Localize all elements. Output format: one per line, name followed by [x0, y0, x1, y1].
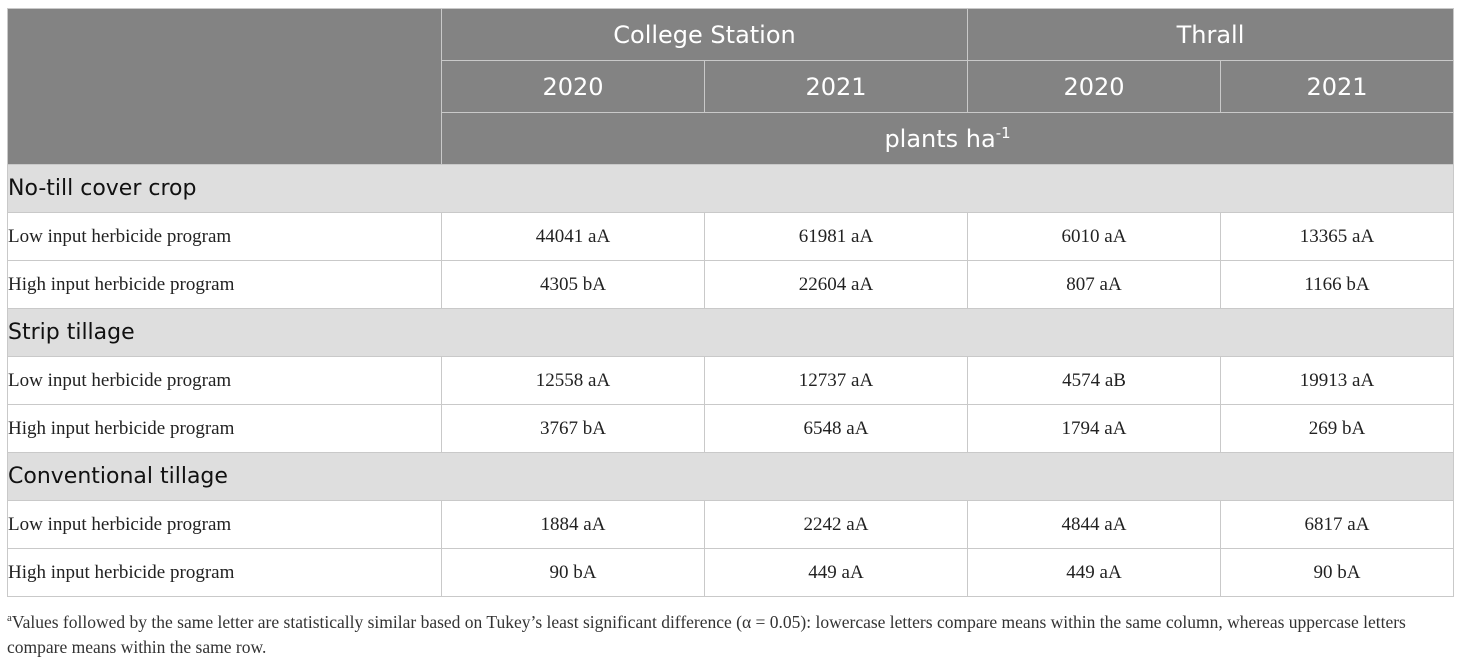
table-cell: 3767 bA	[441, 404, 705, 453]
table-cell: 22604 aA	[704, 260, 968, 309]
table-cell: 269 bA	[1220, 404, 1454, 453]
table-cell: 90 bA	[441, 548, 705, 597]
table-cell: 13365 aA	[1220, 212, 1454, 261]
header-corner	[7, 8, 442, 165]
table-cell: 807 aA	[967, 260, 1221, 309]
header-row-years: 2020 2021 2020 2021	[8, 60, 1454, 113]
unit-base: plants ha	[884, 124, 996, 153]
row-label: High input herbicide program	[7, 404, 442, 453]
footnote-text: Values followed by the same letter are s…	[7, 612, 1406, 657]
table-cell: 12737 aA	[704, 356, 968, 405]
table-row: High input herbicide program 4305 bA 22604…	[7, 260, 1454, 309]
row-label: High input herbicide program	[7, 548, 442, 597]
header-row-locations: College Station Thrall	[7, 8, 1454, 165]
group-row: Conventional tillage	[7, 452, 1454, 501]
unit-exponent: -1	[995, 123, 1011, 142]
table-cell: 6548 aA	[704, 404, 968, 453]
table-cell: 2242 aA	[704, 500, 968, 549]
group-label: Conventional tillage	[7, 452, 1454, 501]
header-row-unit: plants ha-1	[8, 112, 1454, 165]
table-cell: 449 aA	[967, 548, 1221, 597]
table-cell: 1884 aA	[441, 500, 705, 549]
table-cell: 1166 bA	[1220, 260, 1454, 309]
row-label: Low input herbicide program	[7, 356, 442, 405]
table-cell: 6010 aA	[967, 212, 1221, 261]
table-row: Low input herbicide program 44041 aA 61981…	[7, 212, 1454, 261]
table-cell: 6817 aA	[1220, 500, 1454, 549]
table-row: High input herbicide program 3767 bA 6548 …	[7, 404, 1454, 453]
row-label: Low input herbicide program	[7, 212, 442, 261]
footnote-marker: a	[7, 612, 12, 625]
table-cell: 61981 aA	[704, 212, 968, 261]
footnote: aValues followed by the same letter are …	[7, 610, 1457, 660]
header-year: 2020	[967, 60, 1221, 113]
table-body: No-till cover crop Low input herbicide pr…	[7, 164, 1454, 597]
table-row: Low input herbicide program 1884 aA 2242 a…	[7, 500, 1454, 549]
header-unit: plants ha-1	[441, 112, 1454, 165]
table-cell: 4574 aB	[967, 356, 1221, 405]
group-label: No-till cover crop	[7, 164, 1454, 213]
table-cell: 12558 aA	[441, 356, 705, 405]
header-year: 2020	[441, 60, 705, 113]
table-cell: 19913 aA	[1220, 356, 1454, 405]
table-cell: 4844 aA	[967, 500, 1221, 549]
group-label: Strip tillage	[7, 308, 1454, 357]
table-cell: 4305 bA	[441, 260, 705, 309]
table-cell: 44041 aA	[441, 212, 705, 261]
data-table: College Station Thrall 2020 2021 2020 20…	[7, 8, 1454, 597]
group-row: Strip tillage	[7, 308, 1454, 357]
header-location-college-station: College Station	[441, 8, 968, 61]
table-row: Low input herbicide program 12558 aA 12737…	[7, 356, 1454, 405]
row-label: Low input herbicide program	[7, 500, 442, 549]
header-year: 2021	[1220, 60, 1454, 113]
table-cell: 90 bA	[1220, 548, 1454, 597]
row-label: High input herbicide program	[7, 260, 442, 309]
table-row: High input herbicide program 90 bA 449 aA 4…	[7, 548, 1454, 597]
table-cell: 449 aA	[704, 548, 968, 597]
header-year: 2021	[704, 60, 968, 113]
header-location-thrall: Thrall	[967, 8, 1454, 61]
table-cell: 1794 aA	[967, 404, 1221, 453]
group-row: No-till cover crop	[7, 164, 1454, 213]
